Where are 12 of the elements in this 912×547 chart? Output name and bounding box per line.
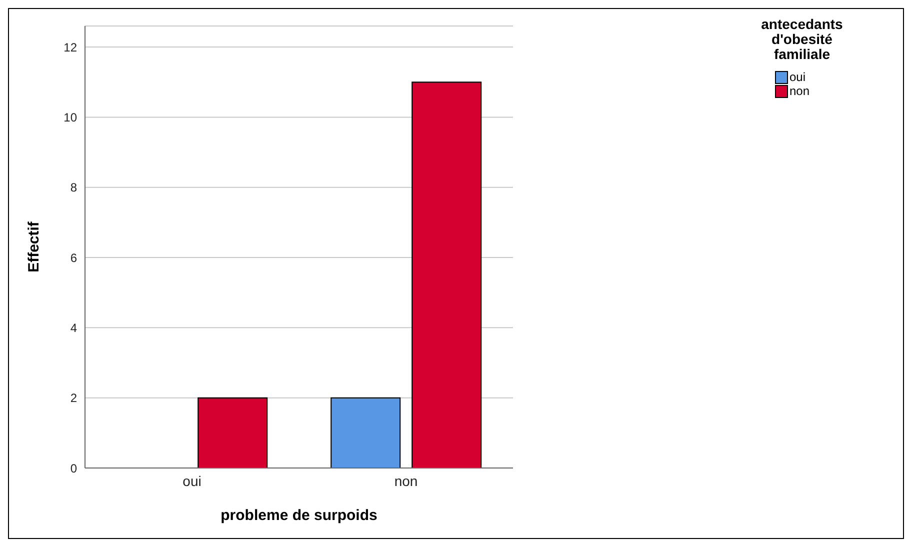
legend-label: oui <box>790 70 807 84</box>
y-tick-label: 4 <box>70 320 78 335</box>
y-tick-label: 10 <box>64 110 78 124</box>
x-axis-title: probleme de surpoids <box>220 507 378 524</box>
y-tick-label: 6 <box>70 250 78 265</box>
legend-label: non <box>790 84 811 98</box>
y-tick-label: 2 <box>70 391 78 406</box>
y-tick-label: 12 <box>64 40 78 54</box>
y-tick-label: 8 <box>70 180 78 195</box>
y-tick-label: 0 <box>70 461 78 476</box>
legend-title: antecedants d'obesité familiale <box>760 16 844 62</box>
y-axis-title: Effectif <box>25 220 42 272</box>
